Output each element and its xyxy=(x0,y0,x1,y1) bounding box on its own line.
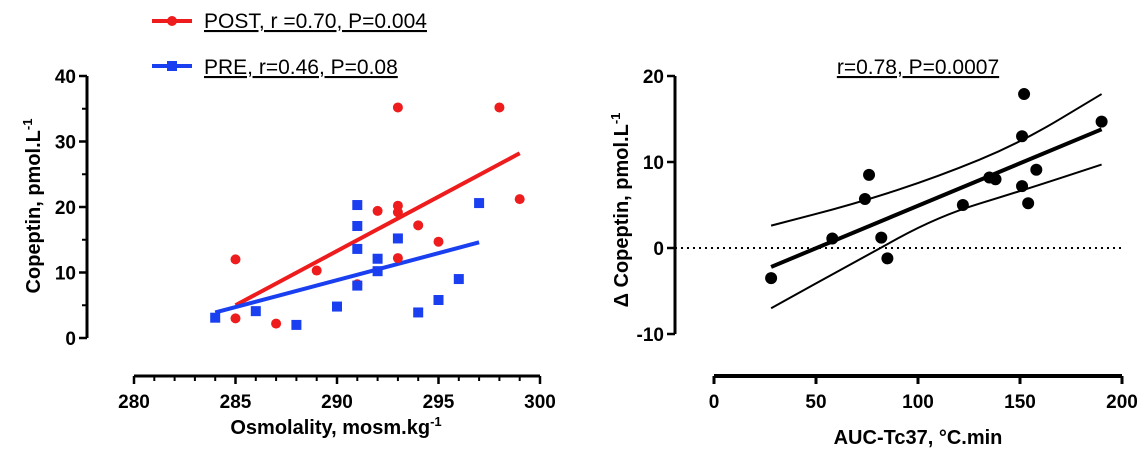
pre-data-point xyxy=(433,295,444,306)
regression-line xyxy=(770,127,1103,269)
pre-data-point xyxy=(291,319,302,330)
legend-entry-post: POST, r =0.70, P=0.004 xyxy=(152,10,427,33)
left-axes xyxy=(85,76,540,378)
left-x-tick-label: 285 xyxy=(220,392,252,413)
pre-data-point xyxy=(250,306,261,317)
confidence-band-upper xyxy=(770,93,1103,227)
post-data-point xyxy=(392,207,403,218)
legend-pre-label: PRE, r=0.46, P=0.08 xyxy=(204,56,398,79)
post-data-point xyxy=(271,318,282,329)
pre-data-point xyxy=(392,233,403,244)
right-y-tick-label: -10 xyxy=(637,325,664,346)
pre-data-point xyxy=(474,198,485,209)
post-data-point xyxy=(392,253,403,264)
post-data-point xyxy=(230,254,241,265)
left-x-tick-label: 290 xyxy=(321,392,353,413)
left-y-tick-label: 30 xyxy=(55,133,76,154)
right-x-axis-title: AUC-Tc37, °C.min xyxy=(834,427,1003,449)
data-point xyxy=(1018,88,1031,101)
post-fit-line xyxy=(234,151,521,308)
data-point xyxy=(989,173,1002,186)
legend-entry-pre: PRE, r=0.46, P=0.08 xyxy=(152,56,398,79)
legend-post-label: POST, r =0.70, P=0.004 xyxy=(204,10,427,33)
pre-data-point xyxy=(352,200,363,211)
left-y-axis-title: Copeptin, pmol.L-1 xyxy=(20,119,45,294)
post-data-point xyxy=(392,102,403,113)
post-data-point xyxy=(494,102,505,113)
right-x-tick-label: 0 xyxy=(709,392,720,413)
data-point xyxy=(858,192,871,205)
data-point xyxy=(765,272,778,285)
pre-data-point xyxy=(352,243,363,254)
pre-data-point xyxy=(352,280,363,291)
left-y-tick-label: 20 xyxy=(55,198,76,219)
post-data-point xyxy=(514,194,525,205)
right-y-tick-label: 0 xyxy=(653,239,664,260)
post-data-point xyxy=(311,265,322,276)
data-point xyxy=(881,252,894,265)
post-data-point xyxy=(230,313,241,324)
data-point xyxy=(1095,115,1108,128)
pre-data-point xyxy=(372,253,383,264)
data-point xyxy=(1030,163,1043,176)
post-data-point xyxy=(413,220,424,231)
left-x-tick-label: 300 xyxy=(524,392,556,413)
left-x-tick-label: 295 xyxy=(423,392,455,413)
right-x-tick-label: 200 xyxy=(1106,392,1138,413)
legend: POST, r =0.70, P=0.004 PRE, r=0.46, P=0.… xyxy=(152,10,427,79)
left-y-tick-label: 10 xyxy=(55,264,76,285)
right-y-axis-title: Δ Copeptin, pmol.L-1 xyxy=(608,113,633,308)
pre-data-point xyxy=(332,301,342,312)
data-point xyxy=(826,232,839,245)
right-x-tick-label: 150 xyxy=(1004,392,1036,413)
chart-left: 0 10 20 30 40 280 285 290 295 300 POST, r =0.70, … xyxy=(20,10,556,439)
legend-pre-marker xyxy=(167,61,177,71)
post-data-point xyxy=(433,236,444,247)
pre-data-point xyxy=(352,220,363,231)
pre-data-point xyxy=(372,266,383,277)
right-y-tick-label: 10 xyxy=(643,153,664,174)
data-point xyxy=(1016,130,1029,143)
left-x-tick-label: 280 xyxy=(118,392,150,413)
right-y-tick-label: 20 xyxy=(643,67,664,88)
data-point xyxy=(1016,180,1029,193)
right-annotation: r=0.78, P=0.0007 xyxy=(837,56,999,79)
left-x-axis-title: Osmolality, mosm.kg-1 xyxy=(230,414,441,439)
data-point xyxy=(1022,197,1035,210)
pre-fit-line xyxy=(214,240,480,315)
legend-post-marker xyxy=(167,16,177,26)
data-point xyxy=(863,168,876,181)
confidence-band-lower xyxy=(770,163,1102,310)
right-x-tick-label: 100 xyxy=(902,392,934,413)
left-y-tick-label: 40 xyxy=(55,67,76,88)
pre-data-point xyxy=(413,307,424,318)
data-point xyxy=(875,231,888,244)
pre-data-point xyxy=(210,312,221,323)
data-point xyxy=(956,199,969,211)
right-x-tick-label: 50 xyxy=(805,392,826,413)
pre-data-point xyxy=(453,274,464,285)
post-data-point xyxy=(372,205,383,216)
left-y-tick-label: 0 xyxy=(65,329,76,350)
